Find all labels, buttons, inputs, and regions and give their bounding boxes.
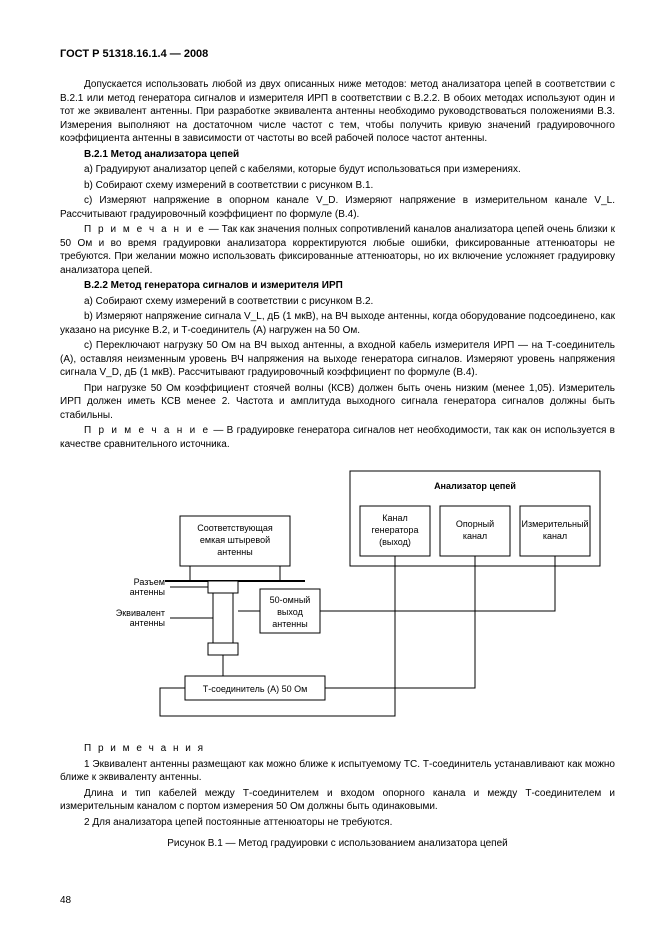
svg-text:антенны: антенны: [217, 547, 252, 557]
section-b21-title: В.2.1 Метод анализатора цепей: [60, 148, 615, 162]
svg-text:Разъем: Разъем: [134, 577, 165, 587]
svg-text:50-омный: 50-омный: [270, 595, 311, 605]
notes-1: 1 Эквивалент антенны размещают как можно…: [60, 758, 615, 785]
note-2-label: П р и м е ч а н и е: [84, 425, 210, 436]
note-2: П р и м е ч а н и е — В градуировке гене…: [60, 424, 615, 451]
svg-text:емкая штыревой: емкая штыревой: [200, 535, 270, 545]
svg-text:(выход): (выход): [379, 537, 411, 547]
svg-text:антенны: антенны: [272, 619, 307, 629]
b22-p: При нагрузке 50 Ом коэффициент стоячей в…: [60, 382, 615, 423]
svg-text:канал: канал: [463, 531, 487, 541]
b22-c: c) Переключают нагрузку 50 Ом на ВЧ выхо…: [60, 339, 615, 380]
notes-2: 2 Для анализатора цепей постоянные аттен…: [60, 816, 615, 830]
b21-c: c) Измеряют напряжение в опорном канале …: [60, 194, 615, 221]
note-1: П р и м е ч а н и е — Так как значения п…: [60, 223, 615, 277]
svg-text:канал: канал: [543, 531, 567, 541]
svg-text:антенны: антенны: [130, 587, 165, 597]
doc-header: ГОСТ Р 51318.16.1.4 — 2008: [60, 48, 615, 60]
page: ГОСТ Р 51318.16.1.4 — 2008 Допускается и…: [0, 0, 661, 936]
section-b22-title: В.2.2 Метод генератора сигналов и измери…: [60, 279, 615, 293]
svg-text:Анализатор цепей: Анализатор цепей: [434, 481, 516, 491]
page-number: 48: [60, 895, 71, 906]
svg-text:антенны: антенны: [130, 618, 165, 628]
para-intro: Допускается использовать любой из двух о…: [60, 78, 615, 146]
svg-text:генератора: генератора: [372, 525, 419, 535]
svg-text:Измерительный: Измерительный: [522, 519, 589, 529]
svg-text:Канал: Канал: [382, 513, 407, 523]
diagram-svg: Анализатор цепей Канал генератора (выход…: [60, 461, 615, 731]
svg-text:Эквивалент: Эквивалент: [116, 608, 165, 618]
svg-text:выход: выход: [277, 607, 303, 617]
svg-text:Опорный: Опорный: [456, 519, 494, 529]
b22-a: a) Собирают схему измерений в соответств…: [60, 295, 615, 309]
svg-text:Соответствующая: Соответствующая: [197, 523, 273, 533]
notes-p: Длина и тип кабелей между Т-соединителем…: [60, 787, 615, 814]
b22-b: b) Измеряют напряжение сигнала V_L, дБ (…: [60, 310, 615, 337]
b21-b: b) Собирают схему измерений в соответств…: [60, 179, 615, 193]
b21-a: a) Градуируют анализатор цепей с кабелям…: [60, 163, 615, 177]
svg-text:Т-соединитель (A) 50 Ом: Т-соединитель (A) 50 Ом: [203, 684, 308, 694]
figure-caption: Рисунок В.1 — Метод градуировки с исполь…: [60, 837, 615, 851]
notes-label: П р и м е ч а н и я: [60, 742, 615, 756]
note-1-label: П р и м е ч а н и е: [84, 224, 206, 235]
diagram: Анализатор цепей Канал генератора (выход…: [60, 461, 615, 734]
